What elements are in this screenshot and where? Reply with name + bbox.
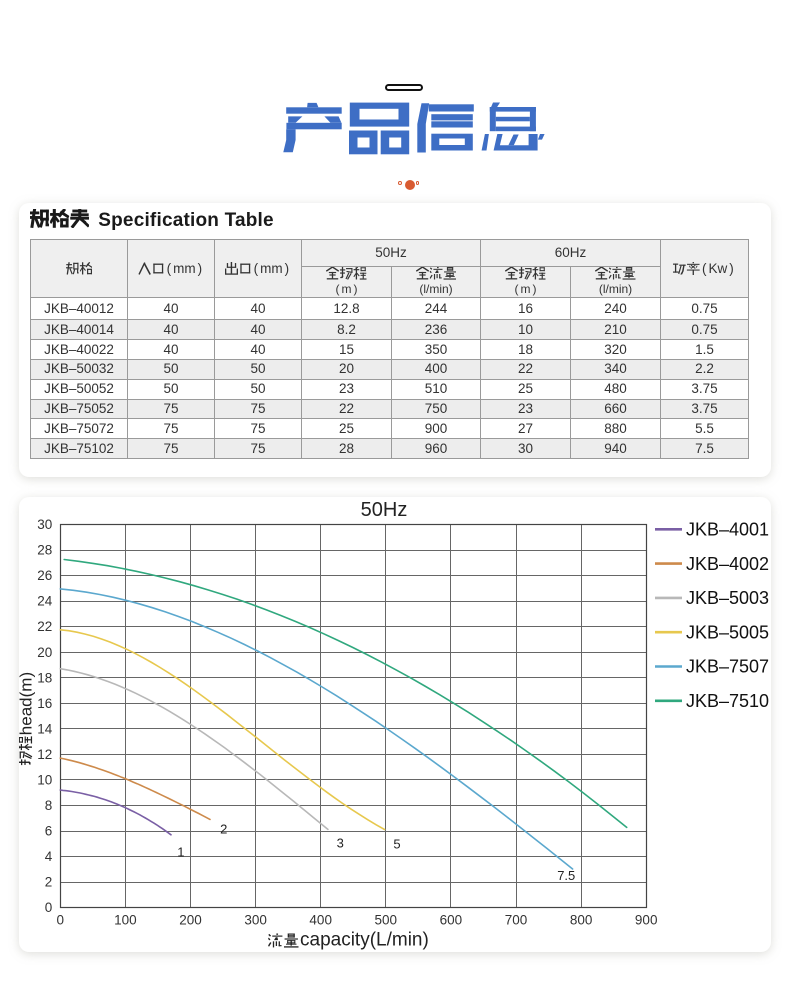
svg-text:capacity(L/min): capacity(L/min) — [300, 930, 429, 951]
svg-text:8: 8 — [45, 798, 53, 813]
svg-text:2: 2 — [45, 875, 53, 890]
svg-text:head(m): head(m) — [19, 672, 36, 735]
svg-text:50Hz: 50Hz — [361, 499, 408, 521]
svg-text:100: 100 — [114, 913, 137, 928]
svg-text:900: 900 — [635, 913, 658, 928]
svg-text:800: 800 — [570, 913, 593, 928]
svg-text:20: 20 — [37, 645, 52, 660]
svg-text:JKB–4002: JKB–4002 — [686, 554, 769, 574]
svg-text:JKB–7507: JKB–7507 — [686, 657, 769, 677]
svg-text:500: 500 — [375, 913, 398, 928]
svg-text:28: 28 — [37, 543, 52, 558]
svg-text:30: 30 — [37, 517, 52, 532]
svg-text:0: 0 — [57, 913, 65, 928]
svg-text:5: 5 — [393, 837, 400, 852]
svg-text:4: 4 — [45, 849, 53, 864]
svg-text:1: 1 — [177, 845, 184, 860]
svg-text:400: 400 — [309, 913, 332, 928]
svg-text:12: 12 — [37, 747, 52, 762]
svg-text:26: 26 — [37, 568, 52, 583]
svg-text:JKB–4001: JKB–4001 — [686, 520, 769, 540]
svg-text:24: 24 — [37, 594, 53, 609]
svg-text:18: 18 — [37, 670, 52, 685]
svg-text:700: 700 — [505, 913, 528, 928]
svg-text:2: 2 — [220, 822, 227, 837]
svg-text:JKB–7510: JKB–7510 — [686, 691, 769, 711]
svg-text:JKB–5003: JKB–5003 — [686, 588, 769, 608]
svg-text:0: 0 — [45, 900, 53, 915]
svg-text:14: 14 — [37, 721, 53, 736]
svg-text:JKB–5005: JKB–5005 — [686, 622, 769, 642]
svg-text:600: 600 — [440, 913, 463, 928]
svg-text:10: 10 — [37, 772, 52, 787]
svg-text:7.5: 7.5 — [557, 868, 575, 883]
svg-text:200: 200 — [179, 913, 202, 928]
svg-text:300: 300 — [244, 913, 267, 928]
svg-text:3: 3 — [337, 835, 344, 850]
svg-text:22: 22 — [37, 619, 52, 634]
svg-text:16: 16 — [37, 696, 52, 711]
svg-text:6: 6 — [45, 824, 53, 839]
